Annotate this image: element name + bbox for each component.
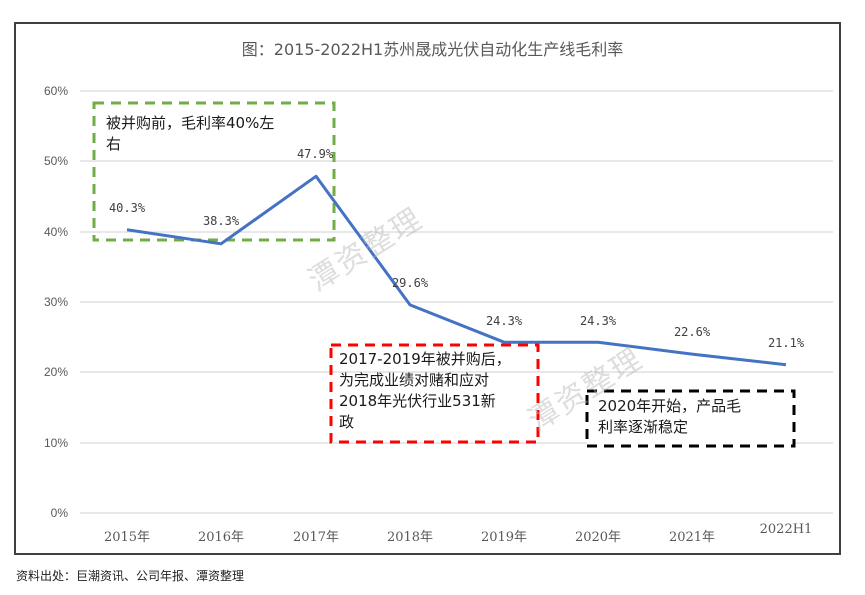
red-annotation-line-4: 政 [339, 413, 355, 431]
red-annotation-line-1: 2017-2019年被并购后， [339, 350, 511, 368]
black-annotation-box [585, 389, 796, 448]
red-annotation-text: 2017-2019年被并购后， 为完成业绩对赌和应对 2018年光伏行业531新… [333, 346, 536, 436]
x-tick-2017: 2017年 [292, 530, 340, 545]
black-annotation-text: 2020年开始，产品毛 利率逐渐稳定 [590, 393, 792, 441]
green-annotation-text: 被并购前，毛利率40%左 右 [98, 107, 330, 161]
data-label-2018: 29.6% [391, 276, 429, 290]
y-tick-20: 20% [43, 365, 68, 379]
black-annotation-line-2: 利率逐渐稳定 [598, 418, 689, 436]
y-tick-30: 30% [43, 295, 68, 309]
y-tick-0: 0% [50, 506, 68, 520]
x-tick-2018: 2018年 [386, 530, 434, 545]
data-label-2022h1: 21.1% [767, 336, 805, 350]
y-tick-50: 50% [43, 154, 68, 168]
chart-frame [14, 22, 841, 555]
x-tick-2019: 2019年 [480, 530, 528, 545]
red-annotation-box [329, 343, 540, 444]
red-annotation-line-3: 2018年光伏行业531新 [339, 392, 496, 410]
data-label-2015: 40.3% [108, 201, 146, 215]
data-label-2016: 38.3% [202, 214, 240, 228]
x-tick-2015: 2015年 [103, 530, 151, 545]
data-label-2019: 24.3% [485, 314, 523, 328]
x-tick-2021: 2021年 [668, 530, 716, 545]
black-annotation-line-1: 2020年开始，产品毛 [598, 397, 742, 415]
y-tick-60: 60% [43, 84, 68, 98]
y-tick-10: 10% [43, 436, 68, 450]
x-tick-2020: 2020年 [574, 530, 622, 545]
data-label-2017: 47.9% [296, 147, 334, 161]
x-tick-2022h1: 2022H1 [759, 522, 813, 537]
data-label-2021: 22.6% [673, 325, 711, 339]
green-annotation-line-2: 右 [106, 135, 122, 153]
y-tick-40: 40% [43, 225, 68, 239]
red-annotation-line-2: 为完成业绩对赌和应对 [339, 371, 490, 389]
green-annotation-line-1: 被并购前，毛利率40%左 [106, 114, 275, 132]
gross-margin-line [126, 174, 787, 367]
x-tick-2016: 2016年 [197, 530, 245, 545]
source-note: 资料出处：巨潮资讯、公司年报、潭资整理 [16, 569, 245, 583]
chart-title: 图：2015-2022H1苏州晟成光伏自动化生产线毛利率 [241, 40, 624, 59]
data-label-2020: 24.3% [579, 314, 617, 328]
green-annotation-box [92, 101, 336, 242]
gridlines [80, 90, 833, 514]
